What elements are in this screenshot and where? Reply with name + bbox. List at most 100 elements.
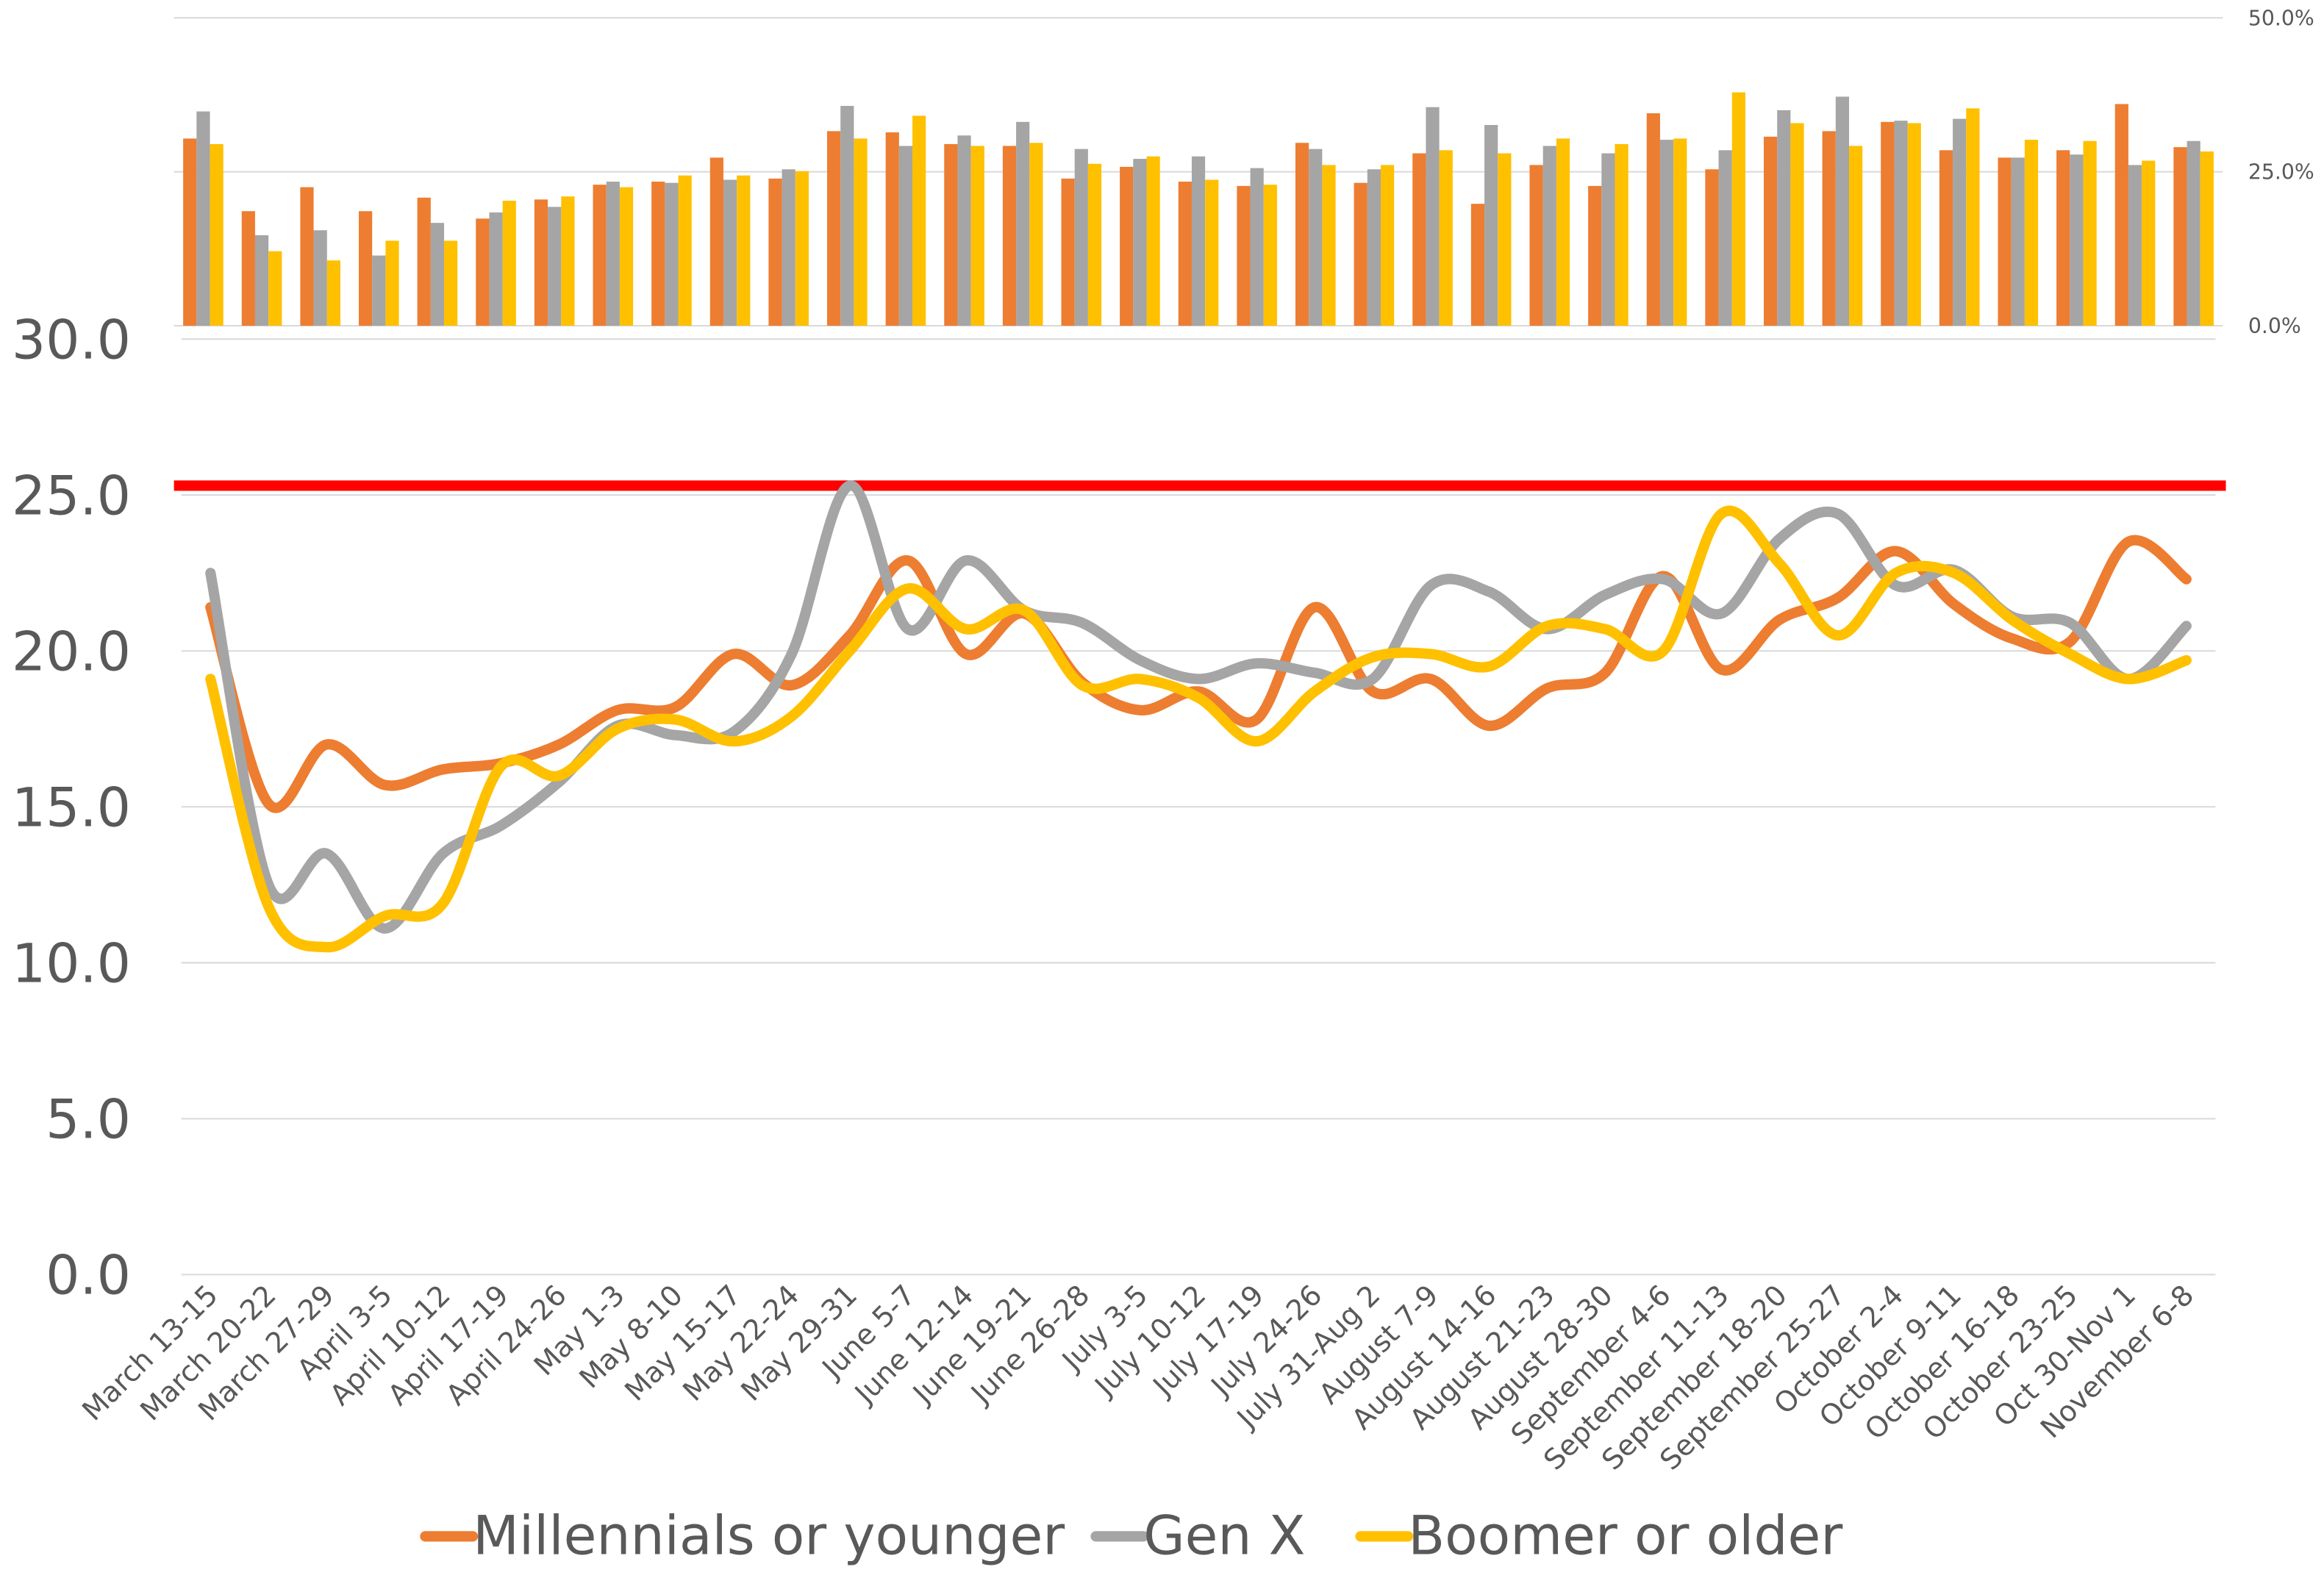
bar: [1133, 159, 1147, 326]
bar: [241, 211, 255, 326]
bar: [1354, 182, 1367, 326]
y-tick-label: 20.0: [12, 621, 131, 684]
line-series: [205, 480, 2192, 934]
bar: [2070, 154, 2084, 326]
bar: [898, 146, 913, 326]
bar: [651, 182, 665, 326]
bar: [534, 199, 548, 326]
bar: [1426, 107, 1440, 326]
bar: [912, 115, 926, 326]
bar: [1556, 138, 1570, 326]
bar: [1087, 163, 1102, 326]
y-tick-label: 10.0: [12, 933, 131, 996]
bar: [619, 187, 634, 326]
bar: [826, 131, 841, 326]
bar: [548, 207, 562, 326]
y-tick-label: 15.0: [12, 777, 131, 840]
y2-tick-label: 25.0%: [2248, 160, 2314, 185]
bar: [2128, 165, 2142, 326]
bar: [372, 255, 386, 326]
bar: [1367, 169, 1381, 326]
bar: [2114, 104, 2128, 326]
bar: [1601, 153, 1615, 326]
bar: [1074, 149, 1088, 326]
bar: [1498, 153, 1512, 326]
bar: [1016, 121, 1030, 326]
bar: [489, 212, 503, 326]
bar: [1237, 185, 1251, 326]
bar: [196, 111, 210, 326]
bar: [2024, 140, 2039, 326]
bar: [326, 260, 340, 326]
bar: [417, 197, 431, 326]
bar: [782, 169, 795, 326]
bar: [1588, 185, 1602, 326]
bar: [768, 178, 782, 326]
y-tick-label: 30.0: [12, 309, 131, 371]
bar: [1146, 156, 1160, 326]
bar: [1191, 156, 1206, 326]
y2-tick-label: 0.0%: [2248, 314, 2301, 338]
bar: [606, 182, 620, 326]
bar: [957, 135, 971, 326]
legend-label: Millennials or younger: [473, 1505, 1065, 1568]
bar: [1966, 108, 1980, 326]
y2-tick-label: 50.0%: [2248, 6, 2314, 30]
bar: [561, 196, 575, 326]
bar: [1061, 178, 1075, 326]
bar: [1470, 204, 1485, 326]
bar: [476, 218, 490, 326]
bar: [1002, 146, 1017, 326]
line-series: [205, 535, 2192, 813]
bar: [1659, 140, 1674, 326]
bar: [1705, 169, 1719, 326]
bar: [2142, 160, 2156, 326]
bar: [430, 223, 445, 326]
bar: [1205, 179, 1219, 326]
bar: [678, 175, 692, 326]
bar: [1309, 149, 1323, 326]
bar: [1412, 153, 1426, 326]
bar: [1939, 150, 1953, 326]
bar: [1295, 143, 1309, 326]
bar: [2056, 150, 2070, 326]
bar: [1953, 118, 1967, 326]
bar: [2011, 157, 2025, 326]
bar: [1998, 157, 2012, 326]
bar: [268, 251, 282, 326]
bar: [502, 200, 516, 326]
bar: [1835, 96, 1850, 326]
bar: [1120, 166, 1134, 326]
bar: [1731, 92, 1745, 326]
bar: [970, 146, 984, 326]
line-series: [205, 505, 2192, 953]
bar: [1907, 123, 1921, 326]
y-tick-label: 5.0: [46, 1089, 131, 1152]
bar: [1615, 143, 1628, 326]
y-tick-label: 25.0: [12, 465, 131, 527]
bar: [1263, 185, 1277, 326]
bar: [723, 179, 737, 326]
bar: [885, 132, 899, 326]
bar: [254, 235, 269, 326]
bar: [1646, 113, 1660, 326]
bar: [1542, 146, 1556, 326]
bar: [1894, 121, 1908, 326]
bar: [737, 175, 751, 326]
bar: [1763, 136, 1778, 326]
bar: [1777, 110, 1791, 326]
bar: [183, 138, 197, 326]
bar: [1718, 150, 1732, 326]
bar: [1529, 165, 1543, 326]
bar: [1881, 121, 1895, 326]
bar: [2187, 140, 2200, 326]
bar: [1790, 123, 1804, 326]
bar: [709, 157, 723, 326]
bar: [1250, 168, 1264, 326]
bar: [1849, 146, 1863, 326]
bar: [1484, 124, 1498, 326]
bar: [1322, 165, 1336, 326]
bar: [2173, 147, 2187, 326]
bar: [385, 240, 399, 326]
bar: [1029, 143, 1043, 326]
